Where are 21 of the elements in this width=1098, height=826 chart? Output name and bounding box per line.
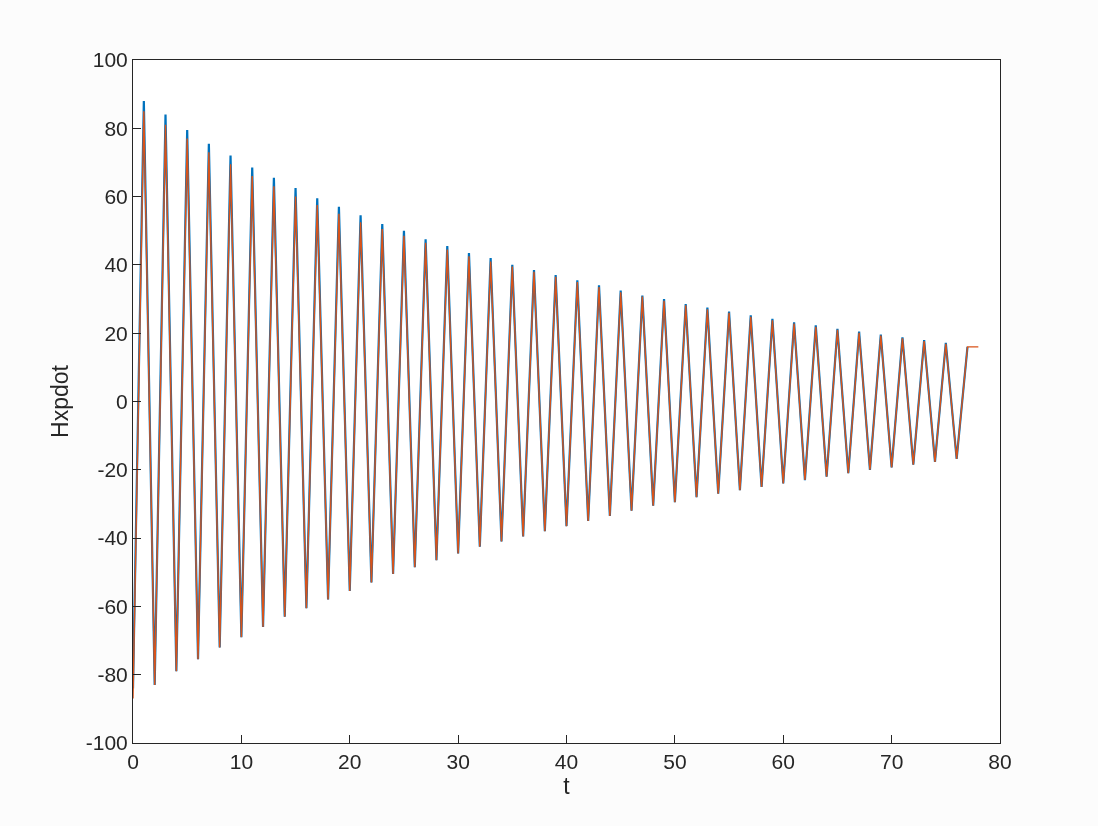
y-tick-label: -100 [85,731,128,755]
x-tick-label: 20 [338,750,362,774]
x-tick-label: 50 [663,750,687,774]
y-tick-label: 0 [116,389,128,413]
y-tick-label: -80 [97,663,128,687]
y-tick-label: -40 [97,526,128,550]
x-tick-label: 60 [771,750,795,774]
x-tick-label: 40 [554,750,579,774]
y-tick-label: 100 [92,48,128,72]
y-tick-label: -60 [97,594,128,618]
x-tick-label: 30 [446,750,470,774]
x-axis-title: t [563,773,571,800]
y-tick-label: 60 [104,184,128,208]
y-tick-label: 80 [104,116,128,140]
y-axis-title: Hxpdot [47,364,74,438]
y-tick-label: 40 [104,253,128,277]
y-tick-label: -20 [97,458,128,482]
x-tick-label: 70 [879,750,904,774]
x-tick-label: 80 [988,750,1012,774]
y-tick-label: 20 [104,321,128,345]
x-tick-label: 10 [229,750,254,774]
